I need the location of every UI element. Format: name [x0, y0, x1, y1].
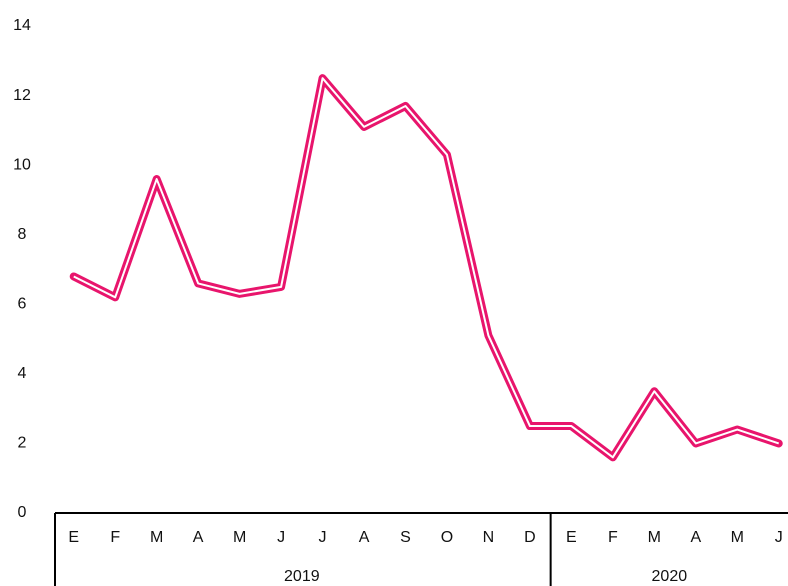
x-tick-label: F — [110, 529, 120, 546]
x-tick-label: M — [150, 529, 163, 546]
series-line — [69, 74, 783, 462]
y-tick-label: 6 — [18, 296, 27, 313]
x-tick-label: A — [193, 529, 204, 546]
x-tick-label: S — [400, 529, 411, 546]
y-tick-label: 2 — [18, 435, 27, 452]
x-tick-label: J — [319, 529, 327, 546]
group-label: 2020 — [652, 568, 688, 585]
x-tick-label: D — [524, 529, 536, 546]
x-tick-label: J — [775, 529, 783, 546]
x-tick-label: N — [483, 529, 495, 546]
x-tick-label: O — [441, 529, 453, 546]
y-tick-label: 8 — [18, 226, 27, 243]
y-tick-label: 0 — [18, 504, 27, 521]
y-tick-label: 10 — [13, 156, 31, 173]
x-tick-label: E — [68, 529, 79, 546]
group-label: 2019 — [284, 568, 320, 585]
series-line-inner — [73, 77, 780, 459]
x-tick-label: M — [233, 529, 246, 546]
y-tick-label: 4 — [18, 365, 27, 382]
y-tick-label: 14 — [13, 17, 31, 34]
x-tick-label: A — [359, 529, 370, 546]
x-tick-label: A — [690, 529, 701, 546]
y-tick-label: 12 — [13, 87, 31, 104]
x-tick-label: M — [731, 529, 744, 546]
x-tick-label: J — [277, 529, 285, 546]
x-tick-label: F — [608, 529, 618, 546]
x-tick-label: M — [648, 529, 661, 546]
x-tick-label: E — [566, 529, 577, 546]
